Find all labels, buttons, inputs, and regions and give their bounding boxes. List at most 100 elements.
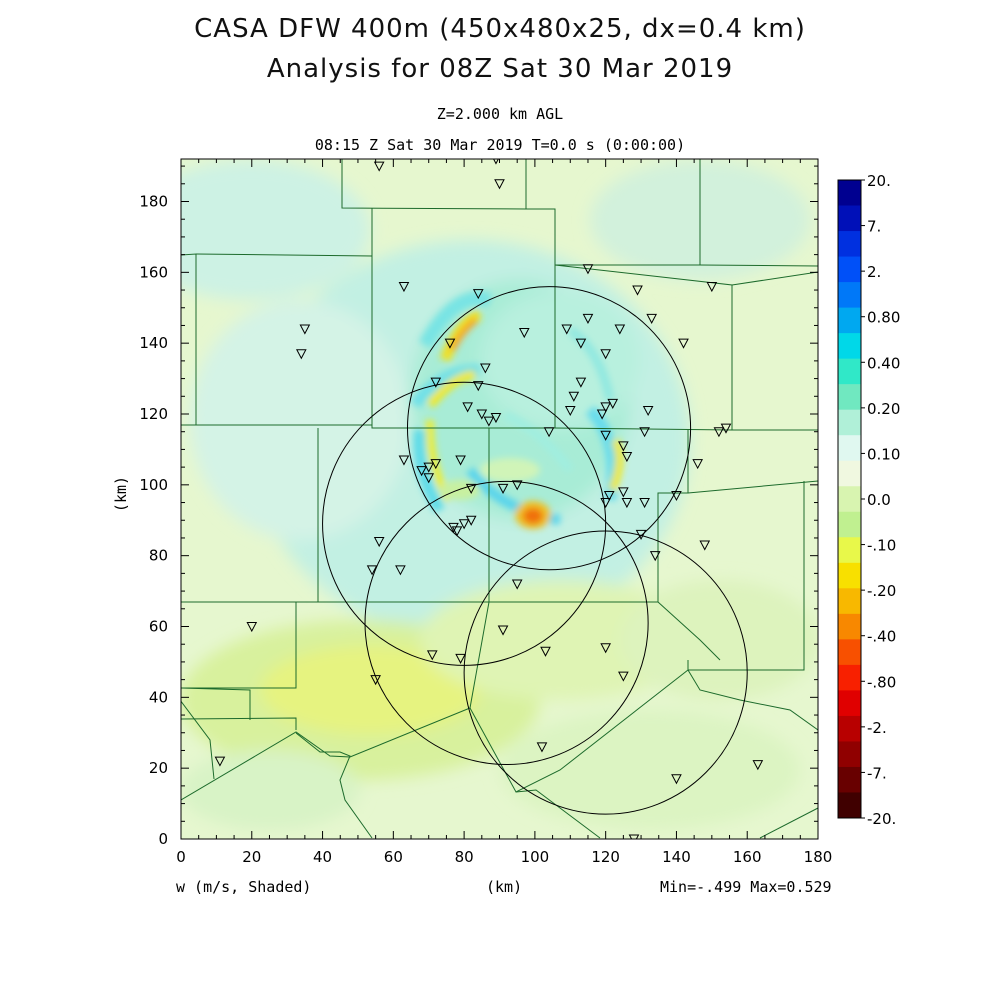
station-marker <box>373 161 385 172</box>
station-marker <box>373 537 385 548</box>
station-marker <box>511 579 523 590</box>
station-marker <box>536 742 548 753</box>
station-marker <box>423 473 435 484</box>
y-tick-label: 40 <box>149 688 168 706</box>
station-marker <box>395 565 406 576</box>
radar-range-ring <box>322 381 607 666</box>
valid-time-label: 08:15 Z Sat 30 Mar 2019 T=0.0 s (0:00:00… <box>314 136 686 154</box>
colorbar-swatch <box>838 384 861 411</box>
station-marker <box>490 413 502 424</box>
station-marker <box>561 324 573 335</box>
colorbar-swatch <box>838 409 861 436</box>
station-marker <box>398 282 410 293</box>
x-tick-label: 0 <box>176 848 186 866</box>
station-marker <box>713 427 725 438</box>
station-marker <box>618 671 629 682</box>
station-marker <box>692 459 704 470</box>
station-marker <box>639 498 650 509</box>
station-marker <box>458 519 470 530</box>
colorbar-swatch <box>838 333 861 360</box>
level-label: Z=2.000 km AGL <box>436 105 564 123</box>
y-tick-label: 100 <box>139 476 168 494</box>
station-marker <box>476 409 488 420</box>
colorbar-swatch <box>838 486 861 513</box>
colorbar-label: 0.0 <box>867 491 891 509</box>
station-marker <box>582 313 594 324</box>
station-marker <box>596 409 608 420</box>
station-marker <box>568 391 580 402</box>
station-marker <box>497 625 509 636</box>
station-marker <box>462 402 473 413</box>
station-marker <box>582 264 594 275</box>
colorbar-swatch <box>838 537 861 564</box>
y-tick-label: 160 <box>139 263 168 281</box>
colorbar-swatch <box>838 511 861 538</box>
station-marker <box>671 774 682 785</box>
x-tick-label: 60 <box>384 848 403 866</box>
colorbar-swatch <box>838 435 861 462</box>
radar-range-ring <box>406 286 692 571</box>
colorbar-swatch <box>838 715 861 742</box>
station-marker <box>214 756 226 767</box>
main-title-line1: CASA DFW 400m (450x480x25, dx=0.4 km) <box>194 14 806 44</box>
station-marker <box>494 179 505 190</box>
station-marker <box>497 483 509 494</box>
radar-range-ring <box>364 480 649 766</box>
station-marker <box>423 462 435 473</box>
colorbar-swatch <box>838 307 861 334</box>
y-axis-label: (km) <box>112 475 131 513</box>
station-marker <box>607 398 619 409</box>
station-marker <box>295 349 307 360</box>
y-tick-label: 0 <box>158 830 168 848</box>
x-tick-label: 100 <box>521 848 550 866</box>
station-marker <box>603 490 615 502</box>
station-marker <box>370 675 381 686</box>
colorbar-label: -20. <box>867 810 896 828</box>
colorbar-swatch <box>838 664 861 691</box>
colorbar-swatch <box>838 792 861 819</box>
y-tick-label: 140 <box>139 334 168 352</box>
station-marker <box>628 834 640 839</box>
colorbar-swatch <box>838 282 861 309</box>
x-tick-label: 140 <box>662 848 691 866</box>
station-marker <box>465 483 477 494</box>
station-marker <box>543 427 555 438</box>
x-tick-label: 160 <box>733 848 762 866</box>
colorbar-label: 0.40 <box>867 354 900 372</box>
colorbar-swatch <box>838 741 861 768</box>
station-marker <box>600 349 611 360</box>
main-title-line2: Analysis for 08Z Sat 30 Mar 2019 <box>266 54 734 84</box>
station-marker <box>635 529 647 540</box>
station-marker <box>575 377 587 388</box>
colorbar-swatch <box>838 562 861 589</box>
station-marker <box>600 430 611 441</box>
colorbar-label: 0.80 <box>867 309 900 327</box>
colorbar-swatch <box>838 256 861 283</box>
x-tick-label: 180 <box>804 848 833 866</box>
station-marker <box>600 643 611 654</box>
station-marker <box>564 405 576 417</box>
station-marker <box>455 653 466 664</box>
x-axis-label: (km) <box>486 878 523 896</box>
colorbar-swatch <box>838 358 861 385</box>
station-marker <box>720 423 732 434</box>
station-marker <box>448 522 459 533</box>
station-marker <box>614 324 626 335</box>
colorbar-label: 7. <box>867 218 881 236</box>
station-marker <box>518 328 530 339</box>
y-tick-label: 120 <box>139 405 168 423</box>
colorbar-label: -.80 <box>867 673 896 691</box>
station-marker <box>600 498 611 509</box>
station-marker <box>430 459 442 470</box>
colorbar-label: 20. <box>867 172 891 190</box>
colorbar-swatch <box>838 180 861 207</box>
colorbar-label: -2. <box>867 719 887 737</box>
station-marker <box>480 363 491 374</box>
x-tick-label: 20 <box>242 848 261 866</box>
station-marker <box>639 427 650 438</box>
station-marker <box>752 760 764 771</box>
station-marker <box>426 650 438 661</box>
station-marker <box>618 441 629 452</box>
station-marker <box>246 622 258 633</box>
